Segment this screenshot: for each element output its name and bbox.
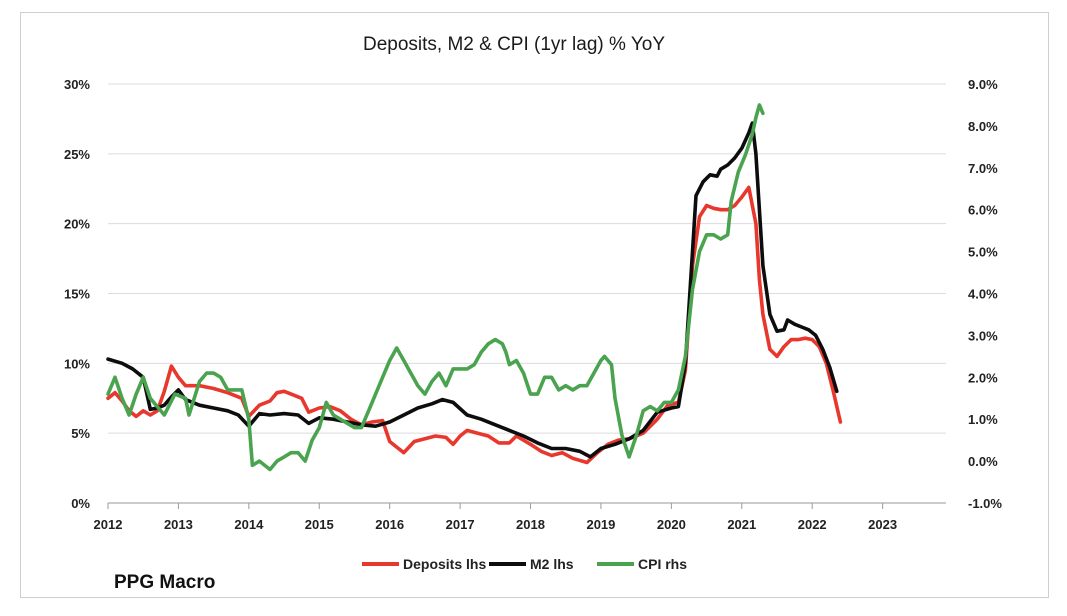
x-tick-label: 2023 [868, 517, 897, 532]
right-axis-ticks: -1.0% 0.0% 1.0% 2.0% 3.0% 4.0% 5.0% 6.0% 7.0% 8.0… [968, 77, 1002, 511]
series-lines [106, 103, 843, 472]
left-axis-ticks: 0% 5% 10% 15% 20% 25% 30% [64, 77, 90, 511]
x-tick-label: 2016 [375, 517, 404, 532]
right-tick-label: 5.0% [968, 245, 998, 260]
chart-title: Deposits, M2 & CPI (1yr lag) % YoY [363, 34, 665, 55]
left-tick-label: 15% [64, 287, 90, 302]
x-tick-label: 2015 [305, 517, 334, 532]
x-tick-label: 2014 [234, 517, 264, 532]
series-line-deposits-lhs [106, 185, 843, 465]
right-tick-label: -1.0% [968, 496, 1002, 511]
right-tick-label: 7.0% [968, 161, 998, 176]
left-tick-label: 10% [64, 356, 90, 371]
x-axis-ticks: 2012 2013 2014 2015 2016 2017 2018 2019 2020 2021… [94, 503, 897, 532]
x-tick-label: 2021 [727, 517, 756, 532]
legend-label: M2 lhs [530, 556, 574, 572]
line-chart: Deposits, M2 & CPI (1yr lag) % YoY 0% 5% 1… [64, 34, 1002, 572]
legend: Deposits lhs M2 lhs CPI rhs [362, 556, 687, 572]
legend-label: Deposits lhs [403, 556, 486, 572]
source-credit: PPG Macro [114, 572, 216, 593]
left-tick-label: 30% [64, 77, 90, 92]
left-tick-label: 0% [71, 496, 90, 511]
right-tick-label: 8.0% [968, 119, 998, 134]
series-line-cpi-rhs [106, 103, 765, 472]
legend-label: CPI rhs [638, 556, 687, 572]
chart-frame: Deposits, M2 & CPI (1yr lag) % YoY 0% 5% 1… [20, 12, 1049, 598]
x-tick-label: 2017 [446, 517, 475, 532]
x-tick-label: 2012 [94, 517, 123, 532]
left-tick-label: 20% [64, 217, 90, 232]
left-tick-label: 5% [71, 426, 90, 441]
series-line-m2-lhs [106, 121, 839, 459]
right-tick-label: 3.0% [968, 328, 998, 343]
grid-lines [108, 83, 946, 504]
right-tick-label: 2.0% [968, 370, 998, 385]
x-tick-label: 2018 [516, 517, 545, 532]
x-tick-label: 2019 [586, 517, 615, 532]
right-tick-label: 9.0% [968, 77, 998, 92]
right-tick-label: 6.0% [968, 203, 998, 218]
x-tick-label: 2013 [164, 517, 193, 532]
x-tick-label: 2020 [657, 517, 686, 532]
right-tick-label: 1.0% [968, 412, 998, 427]
x-tick-label: 2022 [798, 517, 827, 532]
right-tick-label: 4.0% [968, 287, 998, 302]
left-tick-label: 25% [64, 147, 90, 162]
right-tick-label: 0.0% [968, 454, 998, 469]
